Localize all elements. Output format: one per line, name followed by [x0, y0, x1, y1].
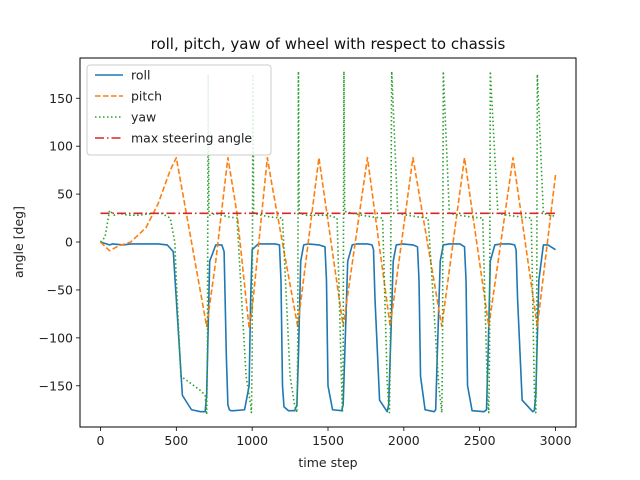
x-axis-label: time step [298, 455, 357, 470]
series-line-pitch [99, 156, 557, 330]
series-line-roll [100, 241, 556, 413]
y-axis-label: angle [deg] [11, 206, 26, 278]
x-tick-label: 0 [97, 433, 105, 448]
axis-ticks: 0 500 1000 1500 2000 2500 3000 −150 −100 −50 0 50 10… [39, 91, 572, 448]
x-tick-label: 2500 [464, 433, 496, 448]
legend: roll pitch yaw max steering angle [86, 64, 272, 156]
y-tick-label: 100 [49, 139, 73, 154]
y-tick-label: 0 [65, 235, 73, 250]
legend-label: roll [131, 68, 150, 83]
y-tick-label: −100 [39, 330, 73, 345]
y-tick-label: 150 [49, 91, 73, 106]
y-tick-label: −150 [39, 378, 73, 393]
legend-label: pitch [131, 89, 162, 104]
chart-title: roll, pitch, yaw of wheel with respect t… [151, 35, 506, 53]
y-tick-label: 50 [57, 187, 73, 202]
legend-box [86, 64, 272, 156]
legend-label: max steering angle [131, 131, 252, 146]
x-tick-label: 1500 [312, 433, 344, 448]
x-tick-label: 500 [164, 433, 188, 448]
legend-label: yaw [131, 110, 156, 125]
x-tick-label: 3000 [540, 433, 572, 448]
plot-area [99, 70, 557, 416]
y-tick-label: −50 [47, 282, 73, 297]
x-tick-label: 1000 [236, 433, 268, 448]
series-line-yaw [99, 70, 556, 416]
x-tick-label: 2000 [388, 433, 420, 448]
